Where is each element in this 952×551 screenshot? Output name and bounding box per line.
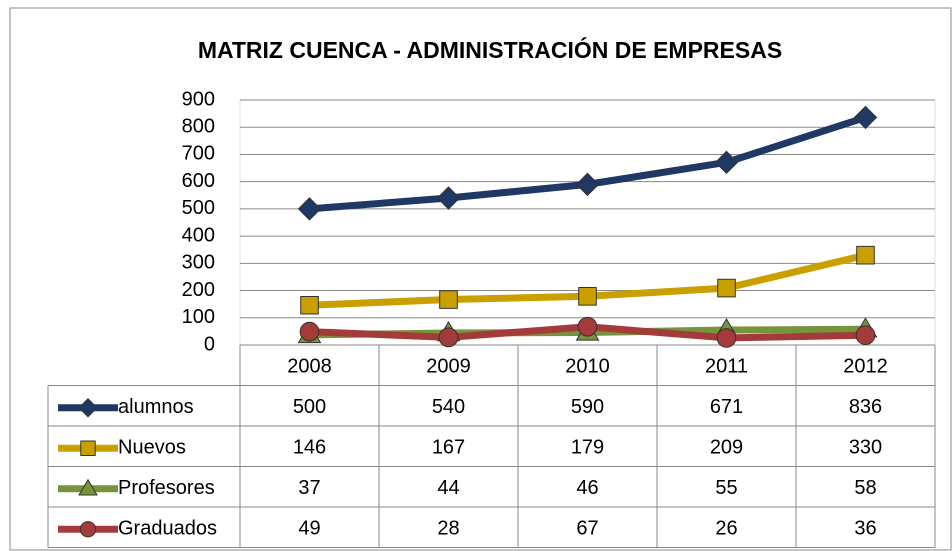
legend-marker [78, 398, 98, 418]
point [577, 316, 598, 337]
table-value: 540 [432, 396, 465, 418]
x-tick-label: 2009 [426, 356, 471, 378]
point [856, 245, 875, 265]
table-value: 146 [293, 437, 326, 459]
point [575, 172, 600, 197]
point [716, 328, 737, 348]
table-value: 36 [854, 518, 876, 540]
table-value: 58 [854, 477, 876, 499]
table-value: 67 [576, 518, 598, 540]
x-tick-label: 2010 [565, 356, 610, 378]
legend-marker [78, 478, 98, 496]
table-value: 37 [298, 477, 320, 499]
y-tick-label: 300 [182, 252, 215, 274]
y-tick-label: 600 [182, 170, 215, 192]
y-tick-label: 700 [182, 143, 215, 165]
legend-marker [79, 521, 97, 538]
point [439, 290, 458, 309]
table-value: 671 [710, 396, 743, 418]
legend-label: Profesores [118, 477, 215, 499]
x-tick-label: 2008 [287, 356, 332, 378]
table-value: 590 [571, 396, 604, 418]
table-value: 500 [293, 396, 326, 418]
y-tick-label: 800 [182, 116, 215, 138]
table-value: 167 [432, 437, 465, 459]
point [855, 325, 876, 346]
y-tick-label: 0 [204, 333, 215, 355]
legend-marker [80, 440, 96, 456]
legend-label: alumnos [118, 396, 194, 418]
point [300, 295, 319, 315]
x-tick-label: 2011 [705, 356, 748, 378]
point [297, 197, 322, 221]
y-tick-label: 400 [182, 224, 215, 246]
legend-label: Graduados [118, 518, 217, 540]
point [717, 278, 736, 298]
table-value: 26 [715, 518, 737, 540]
y-tick-label: 900 [182, 88, 215, 110]
y-tick-label: 500 [182, 197, 215, 219]
chart-title: MATRIZ CUENCA - ADMINISTRACIÓN DE EMPRES… [198, 36, 782, 63]
x-tick-label: 2012 [843, 356, 888, 378]
table-value: 179 [571, 437, 604, 459]
table-value: 49 [298, 518, 320, 540]
table-value: 330 [849, 437, 882, 459]
table-value: 28 [437, 518, 459, 540]
plot-area [239, 99, 936, 346]
point [299, 321, 320, 342]
table-value: 209 [710, 437, 743, 459]
point [578, 286, 597, 306]
legend-label: Nuevos [118, 437, 186, 459]
table-value: 55 [715, 477, 737, 499]
table-value: 836 [849, 396, 882, 418]
point [436, 186, 461, 210]
point [438, 327, 459, 348]
table-value: 46 [576, 477, 598, 499]
y-tick-label: 100 [182, 306, 215, 328]
point [853, 105, 878, 130]
table-value: 44 [437, 477, 459, 499]
point [714, 150, 739, 175]
y-tick-label: 200 [182, 279, 215, 301]
